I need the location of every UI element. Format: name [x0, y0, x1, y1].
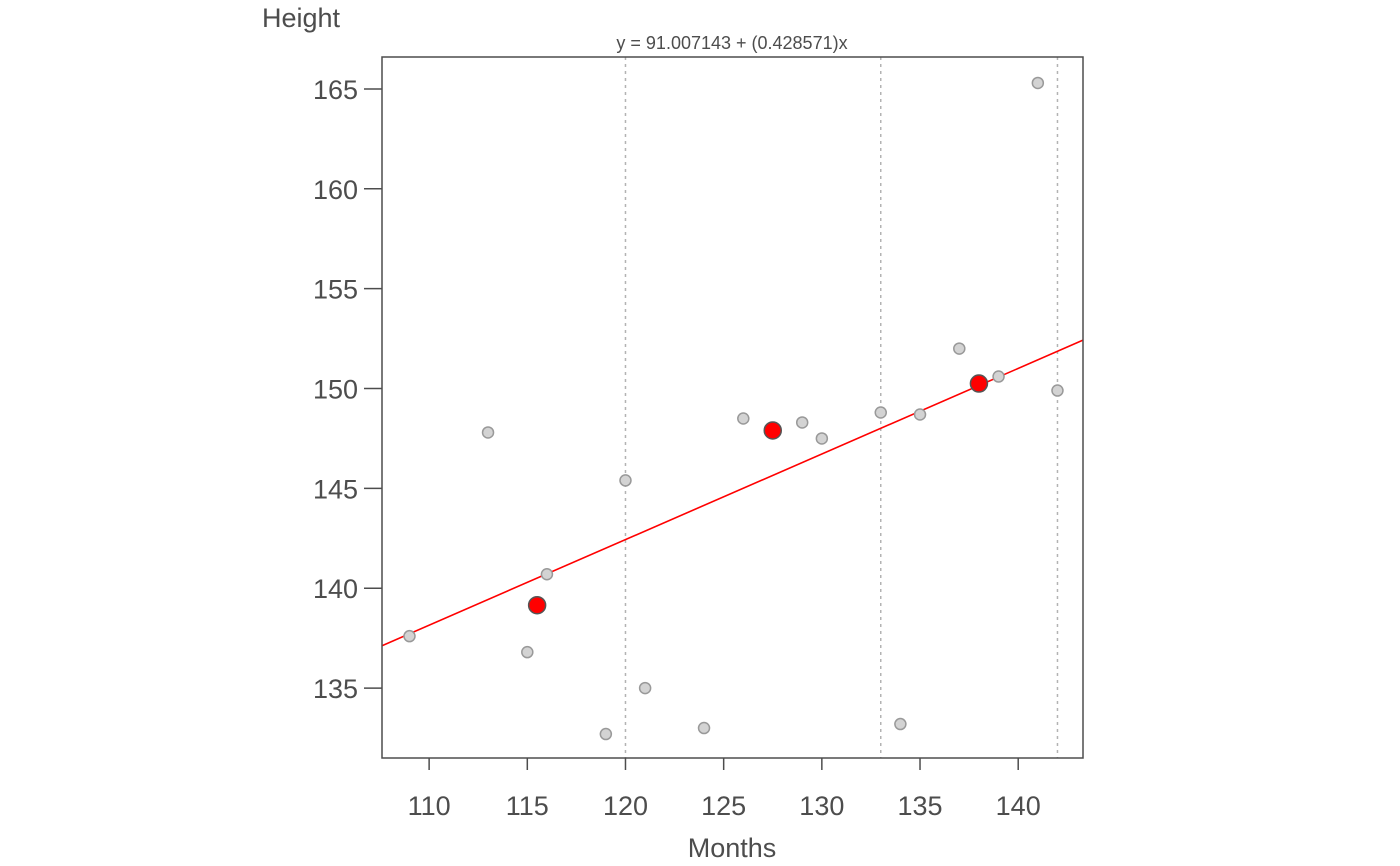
data-point [874, 406, 888, 419]
data-point [521, 645, 534, 659]
y-axis-title: Height [262, 3, 341, 33]
x-tick-label: 130 [799, 791, 844, 821]
y-tick-label: 145 [313, 474, 358, 504]
x-tick-label: 115 [506, 791, 549, 821]
data-point [815, 432, 829, 445]
data-point [894, 717, 907, 731]
x-axis: 110 115 120 125 130 135 140 [408, 758, 1041, 821]
y-tick-label: 160 [313, 175, 358, 205]
data-point [953, 342, 966, 355]
data-point [599, 727, 613, 741]
x-tick-label: 120 [603, 791, 648, 821]
data-point [697, 721, 711, 735]
reference-lines [624, 57, 1059, 758]
data-point [737, 412, 750, 425]
data-point [481, 426, 495, 439]
data-point [403, 629, 416, 643]
regression-line [382, 339, 1083, 647]
data-points [403, 76, 1064, 741]
data-point [795, 416, 809, 429]
group-median-point [763, 421, 783, 440]
data-point [1031, 76, 1045, 90]
x-tick-label: 110 [408, 791, 451, 821]
group-median-points [527, 374, 989, 615]
y-tick-label: 140 [313, 574, 358, 604]
data-point [619, 474, 632, 487]
data-point [992, 370, 1005, 383]
data-point [1051, 384, 1064, 397]
data-point [638, 681, 652, 695]
plot-frame [381, 56, 1084, 759]
y-tick-label: 165 [313, 75, 358, 105]
x-tick-label: 135 [897, 791, 942, 821]
x-axis-title: Months [688, 833, 777, 863]
fit-line-group [382, 339, 1083, 647]
data-point [913, 408, 927, 421]
data-point [540, 568, 554, 581]
y-tick-label: 135 [313, 674, 358, 704]
y-axis: 135 140 145 150 155 160 165 [313, 75, 382, 704]
y-tick-label: 155 [313, 275, 358, 305]
group-median-point [527, 595, 547, 615]
y-tick-label: 150 [313, 375, 358, 405]
x-tick-label: 125 [701, 791, 746, 821]
group-median-point [969, 374, 989, 393]
x-tick-label: 140 [996, 791, 1041, 821]
equation-annotation: y = 91.007143 + (0.428571)x [616, 33, 847, 53]
